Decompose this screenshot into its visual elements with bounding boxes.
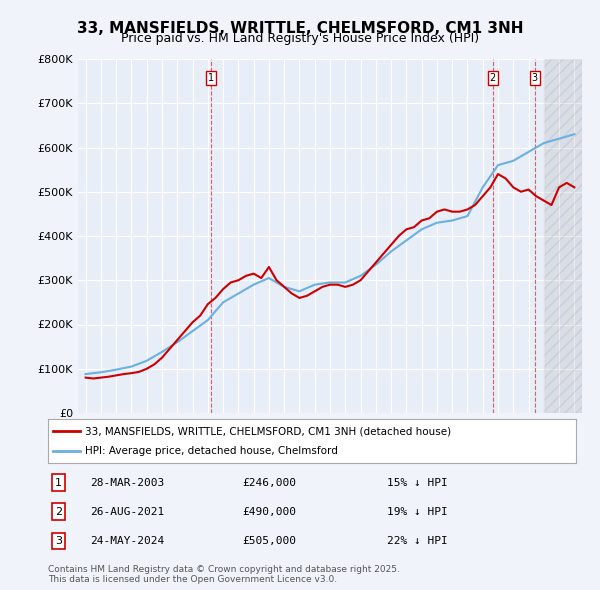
- Text: 2: 2: [55, 507, 62, 517]
- Text: 26-AUG-2021: 26-AUG-2021: [90, 507, 164, 517]
- Text: Price paid vs. HM Land Registry's House Price Index (HPI): Price paid vs. HM Land Registry's House …: [121, 32, 479, 45]
- Text: 19% ↓ HPI: 19% ↓ HPI: [387, 507, 448, 517]
- Text: 3: 3: [55, 536, 62, 546]
- Bar: [544, 59, 582, 413]
- Text: 33, MANSFIELDS, WRITTLE, CHELMSFORD, CM1 3NH (detached house): 33, MANSFIELDS, WRITTLE, CHELMSFORD, CM1…: [85, 427, 451, 436]
- Text: 33, MANSFIELDS, WRITTLE, CHELMSFORD, CM1 3NH: 33, MANSFIELDS, WRITTLE, CHELMSFORD, CM1…: [77, 21, 523, 35]
- Text: Contains HM Land Registry data © Crown copyright and database right 2025.
This d: Contains HM Land Registry data © Crown c…: [48, 565, 400, 584]
- Text: £505,000: £505,000: [243, 536, 297, 546]
- Text: £490,000: £490,000: [243, 507, 297, 517]
- Text: 3: 3: [532, 73, 538, 83]
- Text: HPI: Average price, detached house, Chelmsford: HPI: Average price, detached house, Chel…: [85, 446, 338, 455]
- Text: 15% ↓ HPI: 15% ↓ HPI: [387, 477, 448, 487]
- Text: 2: 2: [490, 73, 496, 83]
- Text: 22% ↓ HPI: 22% ↓ HPI: [387, 536, 448, 546]
- Text: 1: 1: [55, 477, 62, 487]
- Text: 28-MAR-2003: 28-MAR-2003: [90, 477, 164, 487]
- Text: 24-MAY-2024: 24-MAY-2024: [90, 536, 164, 546]
- Text: 1: 1: [208, 73, 215, 83]
- Text: £246,000: £246,000: [243, 477, 297, 487]
